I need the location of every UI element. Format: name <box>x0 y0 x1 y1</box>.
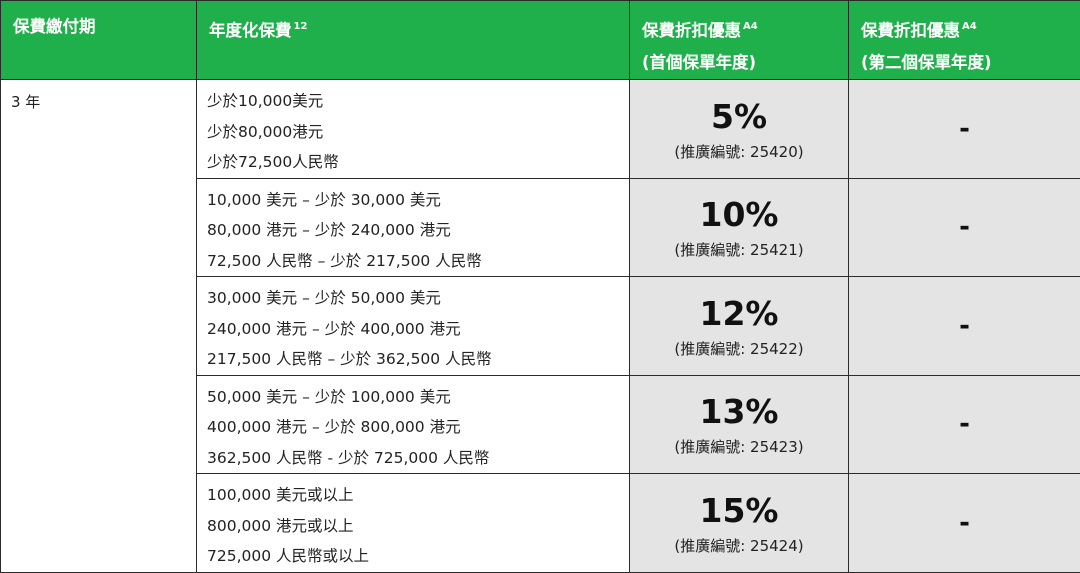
header-discount1-label: 保費折扣優惠 <box>642 21 741 40</box>
table-row: 3 年 少於10,000美元 少於80,000港元 少於72,500人民幣 5%… <box>1 80 1080 179</box>
promo-code: (推廣編號: 25422) <box>630 336 848 362</box>
promo-code: (推廣編號: 25423) <box>630 434 848 460</box>
promo-code: (推廣編號: 25420) <box>630 139 848 165</box>
premium-range-rmb: 72,500 人民幣 – 少於 217,500 人民幣 <box>207 246 619 277</box>
premium-range-cell: 30,000 美元 – 少於 50,000 美元 240,000 港元 – 少於… <box>197 277 630 376</box>
discount-first-year-cell: 12% (推廣編號: 25422) <box>630 277 849 376</box>
premium-range-cell: 50,000 美元 – 少於 100,000 美元 400,000 港元 – 少… <box>197 375 630 474</box>
header-discount2-footnote: A4 <box>962 21 977 32</box>
discount-first-year-cell: 15% (推廣編號: 25424) <box>630 474 849 573</box>
discount-percentage: 10% <box>630 195 848 235</box>
premium-range-rmb: 362,500 人民幣 - 少於 725,000 人民幣 <box>207 443 619 474</box>
premium-range-hkd: 400,000 港元 – 少於 800,000 港元 <box>207 412 619 443</box>
premium-range-rmb: 725,000 人民幣或以上 <box>207 541 619 572</box>
premium-range-usd: 50,000 美元 – 少於 100,000 美元 <box>207 382 619 413</box>
discount-second-year-cell: - <box>849 80 1080 179</box>
premium-range-usd: 少於10,000美元 <box>207 86 619 117</box>
premium-range-usd: 100,000 美元或以上 <box>207 480 619 511</box>
header-discount2-sublabel: (第二個保單年度) <box>861 47 1070 79</box>
discount-first-year-cell: 13% (推廣編號: 25423) <box>630 375 849 474</box>
premium-range-rmb: 217,500 人民幣 – 少於 362,500 人民幣 <box>207 344 619 375</box>
period-value: 3 年 <box>1 80 196 123</box>
table-body: 3 年 少於10,000美元 少於80,000港元 少於72,500人民幣 5%… <box>1 80 1080 573</box>
discount-percentage: 13% <box>630 392 848 432</box>
header-discount1-sublabel: (首個保單年度) <box>642 47 838 79</box>
discount-first-year-cell: 10% (推廣編號: 25421) <box>630 178 849 277</box>
premium-range-hkd: 少於80,000港元 <box>207 117 619 148</box>
discount-second-year-cell: - <box>849 178 1080 277</box>
premium-range-hkd: 800,000 港元或以上 <box>207 511 619 542</box>
discount-first-year-cell: 5% (推廣編號: 25420) <box>630 80 849 179</box>
premium-range-hkd: 80,000 港元 – 少於 240,000 港元 <box>207 215 619 246</box>
header-premium-label: 年度化保費 <box>209 21 292 40</box>
premium-range-hkd: 240,000 港元 – 少於 400,000 港元 <box>207 314 619 345</box>
discount-percentage: 5% <box>630 97 848 137</box>
premium-range-cell: 100,000 美元或以上 800,000 港元或以上 725,000 人民幣或… <box>197 474 630 573</box>
premium-range-usd: 30,000 美元 – 少於 50,000 美元 <box>207 283 619 314</box>
period-cell: 3 年 <box>1 80 197 573</box>
header-discount1-footnote: A4 <box>743 21 758 32</box>
premium-range-usd: 10,000 美元 – 少於 30,000 美元 <box>207 185 619 216</box>
header-premium-footnote: 12 <box>294 21 308 32</box>
header-period: 保費繳付期 <box>1 1 197 80</box>
discount-percentage: 15% <box>630 491 848 531</box>
promo-code: (推廣編號: 25421) <box>630 237 848 263</box>
discount-percentage: 12% <box>630 294 848 334</box>
header-discount2-label: 保費折扣優惠 <box>861 21 960 40</box>
discount-second-year-cell: - <box>849 474 1080 573</box>
premium-range-cell: 10,000 美元 – 少於 30,000 美元 80,000 港元 – 少於 … <box>197 178 630 277</box>
header-period-label: 保費繳付期 <box>13 17 96 36</box>
premium-range-rmb: 少於72,500人民幣 <box>207 147 619 178</box>
discount-second-year-cell: - <box>849 277 1080 376</box>
discount-second-year-cell: - <box>849 375 1080 474</box>
promo-code: (推廣編號: 25424) <box>630 533 848 559</box>
premium-range-cell: 少於10,000美元 少於80,000港元 少於72,500人民幣 <box>197 80 630 179</box>
